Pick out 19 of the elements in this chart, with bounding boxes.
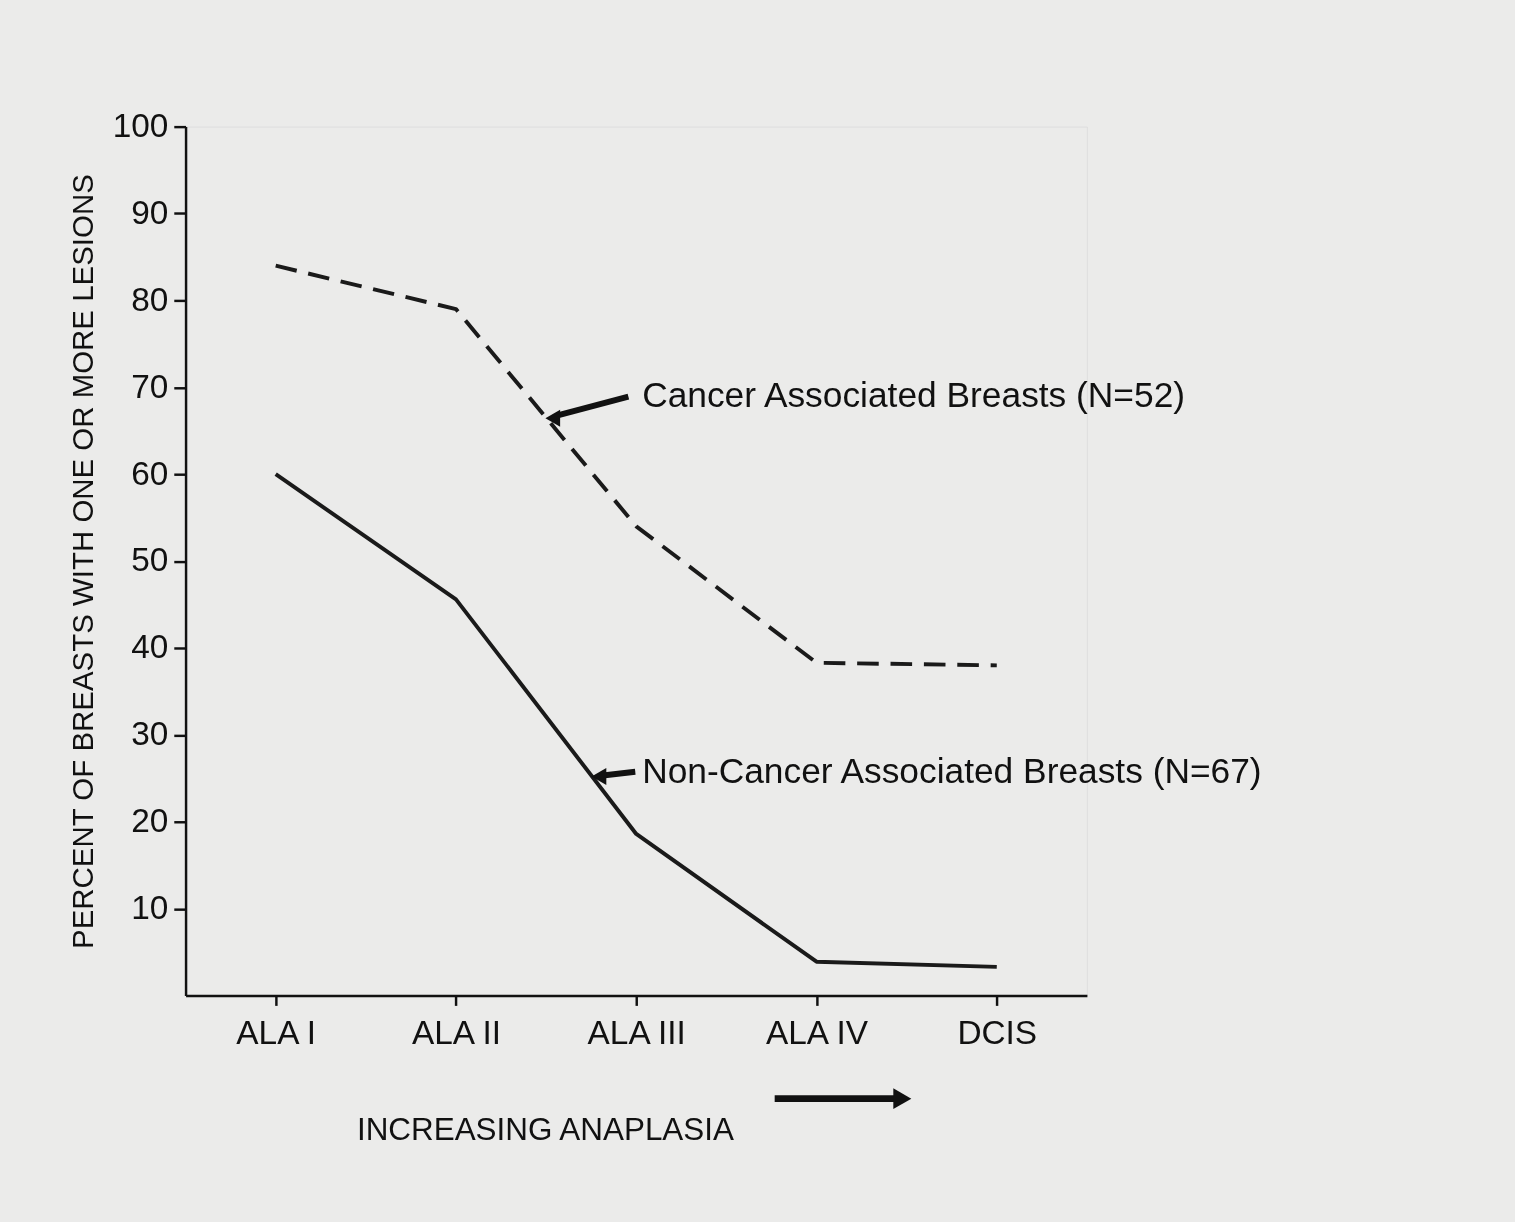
y-tick-label: 50 bbox=[131, 541, 169, 579]
x-tick-label: ALA IV bbox=[765, 1014, 869, 1052]
y-tick-label: 80 bbox=[131, 280, 169, 318]
y-tick-label: 70 bbox=[131, 367, 169, 405]
y-tick-label: 100 bbox=[112, 106, 169, 144]
x-tick-label: ALA I bbox=[236, 1014, 317, 1052]
x-axis-title: INCREASING ANAPLASIA bbox=[356, 1112, 734, 1148]
y-axis-title: PERCENT OF BREASTS WITH ONE OR MORE LESIONS bbox=[66, 174, 100, 949]
y-tick-label: 60 bbox=[131, 454, 169, 492]
x-tick-label: ALA II bbox=[411, 1014, 501, 1052]
y-tick-label: 30 bbox=[131, 715, 169, 753]
annotation: Non-Cancer Associated Breasts (N=67) bbox=[642, 750, 1262, 790]
y-tick-label: 10 bbox=[131, 888, 169, 926]
x-tick-label: DCIS bbox=[957, 1014, 1038, 1052]
y-tick-label: 20 bbox=[131, 802, 169, 840]
annotation: Cancer Associated Breasts (N=52) bbox=[642, 375, 1186, 415]
y-tick-label: 90 bbox=[131, 193, 169, 231]
x-tick-label: ALA III bbox=[587, 1014, 686, 1052]
y-tick-label: 40 bbox=[131, 628, 169, 666]
